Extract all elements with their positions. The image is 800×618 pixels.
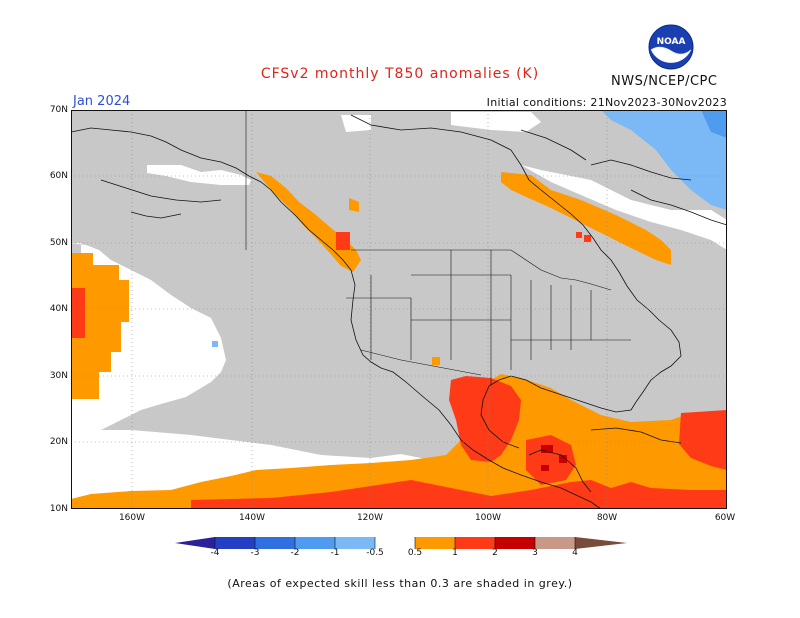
colorbar-cell: [215, 537, 255, 549]
colorbar-label: -3: [250, 548, 260, 558]
colorbar-label: -4: [210, 548, 220, 558]
lon-tick: 120W: [356, 513, 384, 523]
coastlines: [71, 114, 727, 509]
colorbar-cell: [175, 537, 215, 549]
lat-tick: 20N: [49, 437, 68, 447]
anomaly-cell-darkred: [559, 455, 567, 463]
anomaly-cell-darkred: [541, 465, 549, 471]
lat-tick: 70N: [49, 105, 68, 115]
anomaly-region-west-pacific-white: [71, 243, 226, 430]
anomaly-region-bc-orange-2: [349, 198, 359, 212]
lat-tick: 40N: [49, 304, 68, 314]
colorbar-cell: [495, 537, 535, 549]
lon-tick: 80W: [596, 513, 618, 523]
logo-text: NOAA: [657, 37, 686, 47]
lat-tick: 30N: [49, 371, 68, 381]
colorbar-cell: [375, 537, 415, 549]
colorbar-cell: [535, 537, 575, 549]
anomaly-cell-orange: [432, 357, 440, 365]
anomaly-region-hudson-orange: [501, 172, 671, 265]
lon-tick: 100W: [474, 513, 502, 523]
anomaly-region-alaska-white: [147, 165, 251, 185]
forecast-month: Jan 2024: [73, 94, 131, 109]
anomaly-region-bc-orange: [256, 172, 361, 272]
anomaly-region-caribbean-red: [679, 410, 727, 470]
anomaly-region-arctic-blue: [601, 110, 727, 210]
colorbar: [175, 537, 627, 549]
noaa-logo: NOAA: [648, 24, 694, 70]
org-label: NWS/NCEP/CPC: [611, 74, 718, 89]
anomaly-cell-darkred: [541, 445, 553, 453]
anomaly-map: [71, 110, 727, 509]
lat-tick: 50N: [49, 238, 68, 248]
anomaly-region-central-america-red: [526, 435, 576, 485]
colorbar-cell: [335, 537, 375, 549]
anomaly-cell-red: [576, 232, 582, 238]
initial-conditions: Initial conditions: 21Nov2023-30Nov2023: [486, 96, 727, 109]
lat-tick: 10N: [49, 504, 68, 514]
lon-tick: 160W: [118, 513, 146, 523]
anomaly-cell-red: [584, 235, 591, 242]
anomaly-region-arctic-blue-dark: [701, 110, 727, 138]
colorbar-cell: [455, 537, 495, 549]
chart-title: CFSv2 monthly T850 anomalies (K): [260, 66, 540, 82]
colorbar-label: 2: [492, 548, 498, 558]
skill-footnote: (Areas of expected skill less than 0.3 a…: [227, 577, 573, 590]
lon-tick: 140W: [238, 513, 266, 523]
borders: [245, 110, 631, 385]
gridlines: [71, 110, 727, 509]
colorbar-cell: [295, 537, 335, 549]
colorbar-label: -2: [290, 548, 300, 558]
lat-tick: 60N: [49, 171, 68, 181]
colorbar-label: 0.5: [407, 548, 423, 558]
colorbar-label: -1: [330, 548, 340, 558]
lon-tick: 60W: [714, 513, 736, 523]
anomaly-cell-red: [336, 232, 350, 250]
anomaly-region-gulf-red: [449, 376, 521, 462]
colorbar-label: 1: [452, 548, 458, 558]
colorbar-label: 4: [572, 548, 578, 558]
colorbar-cell: [415, 537, 455, 549]
colorbar-label: 3: [532, 548, 538, 558]
anomaly-region-west-pacific-red: [71, 288, 85, 338]
anomaly-region-west-pacific-orange-inner: [71, 253, 129, 399]
colorbar-cell: [575, 537, 627, 549]
colorbar-cell: [255, 537, 295, 549]
anomaly-cell-blue: [212, 341, 218, 347]
colorbar-label: -0.5: [366, 548, 384, 558]
anomaly-region-tropics-red: [191, 480, 727, 509]
